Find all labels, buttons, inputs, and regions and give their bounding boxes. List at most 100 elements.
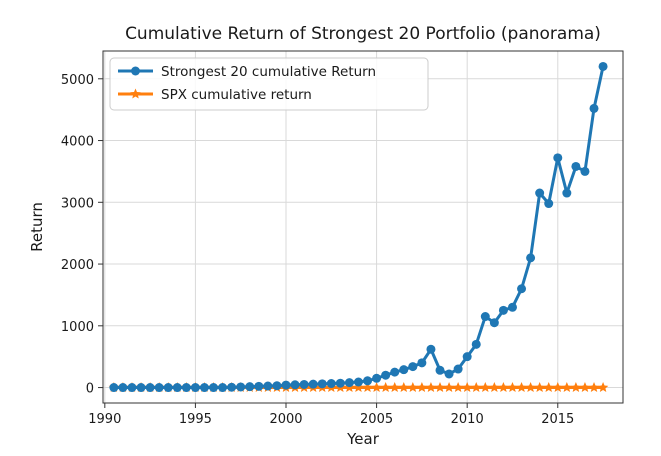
data-point-series-2 — [489, 382, 500, 393]
data-point-series-1 — [154, 383, 164, 393]
data-point-series-1 — [598, 61, 608, 71]
data-point-series-1 — [326, 379, 336, 389]
y-tick-label: 5000 — [61, 73, 94, 88]
data-point-series-2 — [597, 382, 609, 393]
data-point-series-2 — [471, 382, 482, 393]
chart-title: Cumulative Return of Strongest 20 Portfo… — [125, 24, 601, 44]
y-tick-label: 4000 — [61, 135, 94, 150]
data-point-series-2 — [407, 382, 419, 393]
data-point-series-1 — [181, 383, 191, 393]
data-point-series-2 — [416, 382, 428, 393]
data-point-series-2 — [452, 382, 464, 393]
data-point-series-1 — [462, 352, 472, 362]
data-point-series-2 — [480, 382, 491, 393]
legend-label-series-1: Strongest 20 cumulative Return — [161, 64, 376, 80]
data-point-series-1 — [444, 369, 454, 379]
data-point-series-1 — [344, 378, 354, 388]
legend: Strongest 20 cumulative Return SPX cumul… — [109, 57, 429, 111]
data-point-series-1 — [435, 365, 445, 375]
data-point-series-1 — [390, 367, 400, 377]
data-point-series-2 — [552, 382, 563, 393]
data-point-series-1 — [489, 318, 499, 328]
data-point-series-1 — [163, 383, 173, 393]
data-point-series-2 — [380, 382, 391, 393]
x-axis-ticks: 1990 1995 2000 2005 2010 2015 — [88, 403, 574, 427]
data-point-series-1 — [480, 312, 490, 322]
data-point-series-1 — [571, 161, 581, 171]
data-point-series-1 — [526, 253, 536, 263]
data-point-series-1 — [363, 376, 373, 386]
y-tick-label: 0 — [86, 382, 94, 397]
x-tick-label: 2015 — [541, 412, 574, 427]
data-point-series-2 — [434, 382, 446, 393]
data-point-series-2 — [561, 382, 573, 393]
data-point-series-1 — [218, 383, 228, 393]
data-point-series-2 — [534, 382, 545, 393]
data-point-series-1 — [199, 383, 209, 393]
data-point-series-1 — [236, 382, 246, 392]
data-point-series-1 — [299, 379, 309, 389]
data-point-series-1 — [544, 199, 554, 209]
x-tick-label: 2000 — [269, 412, 302, 427]
data-point-series-1 — [553, 153, 563, 163]
data-point-series-2 — [579, 382, 591, 393]
data-point-series-1 — [308, 379, 318, 389]
y-tick-label: 3000 — [61, 196, 94, 211]
data-point-series-1 — [209, 383, 219, 393]
data-point-series-2 — [425, 382, 437, 393]
data-point-series-1 — [562, 188, 572, 198]
data-point-series-1 — [399, 365, 409, 375]
x-axis-label: Year — [346, 430, 380, 448]
data-point-series-1 — [272, 381, 282, 391]
data-point-series-2 — [389, 382, 400, 393]
x-tick-label: 2010 — [451, 412, 484, 427]
data-point-series-1 — [372, 373, 382, 383]
data-point-series-2 — [525, 382, 536, 393]
legend-marker-series-1 — [131, 66, 140, 76]
data-point-series-1 — [172, 383, 182, 393]
series-layer — [108, 61, 609, 393]
series-line-1 — [113, 66, 605, 390]
data-point-series-1 — [145, 383, 155, 393]
data-point-series-1 — [517, 284, 527, 294]
data-point-series-1 — [227, 382, 237, 392]
data-point-series-1 — [353, 377, 363, 387]
data-point-series-1 — [263, 381, 273, 391]
data-point-series-1 — [281, 380, 291, 390]
data-point-series-1 — [118, 383, 128, 393]
data-point-series-1 — [417, 358, 427, 368]
y-axis-label: Return — [28, 202, 46, 252]
data-point-series-2 — [398, 382, 409, 393]
data-point-series-1 — [245, 382, 255, 392]
data-point-series-2 — [516, 382, 527, 393]
data-point-series-2 — [371, 382, 382, 393]
data-point-series-1 — [317, 379, 327, 389]
data-point-series-1 — [335, 378, 345, 388]
data-point-series-1 — [580, 166, 590, 176]
legend-marker-series-2 — [130, 88, 141, 99]
data-point-series-1 — [471, 339, 481, 349]
data-point-series-1 — [453, 364, 463, 374]
data-point-series-2 — [588, 382, 600, 393]
data-point-series-2 — [461, 382, 473, 393]
data-point-series-1 — [381, 370, 391, 380]
data-point-series-1 — [408, 362, 418, 372]
data-point-series-2 — [543, 382, 554, 393]
data-point-series-2 — [498, 382, 509, 393]
data-point-series-1 — [127, 383, 137, 393]
data-point-series-1 — [535, 188, 545, 198]
data-point-series-2 — [443, 382, 455, 393]
data-point-series-2 — [570, 382, 582, 393]
x-tick-label: 1995 — [179, 412, 212, 427]
y-tick-label: 1000 — [61, 320, 94, 335]
y-tick-label: 2000 — [61, 258, 94, 273]
x-tick-label: 1990 — [88, 412, 121, 427]
data-point-series-1 — [426, 344, 436, 354]
legend-box — [109, 57, 429, 111]
legend-label-series-2: SPX cumulative return — [161, 87, 312, 103]
data-point-series-1 — [290, 380, 300, 390]
data-point-series-2 — [507, 382, 518, 393]
plot-area — [102, 50, 624, 404]
data-point-series-2 — [353, 382, 364, 393]
